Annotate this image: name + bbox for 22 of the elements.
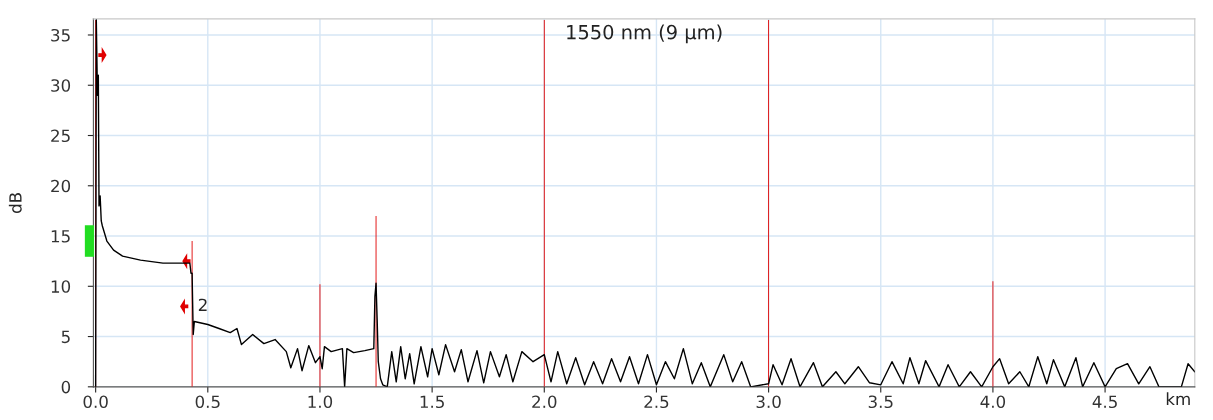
x-tick-label: 2.5	[644, 395, 669, 409]
x-axis-title: km	[1166, 392, 1190, 405]
x-tick-label: 2.0	[532, 395, 557, 409]
x-tick-label: 0.0	[83, 395, 108, 409]
x-tick-label: 3.0	[756, 395, 781, 409]
chart-title: 1550 nm (9 µm)	[567, 24, 722, 44]
x-tick-label: 4.0	[980, 395, 1006, 409]
y-tick-label: 35	[51, 28, 70, 42]
x-tick-label: 1.0	[308, 395, 333, 409]
y-tick-label: 10	[51, 280, 71, 293]
y-tick-label: 20	[51, 179, 71, 193]
y-tick-label: 0	[61, 380, 71, 394]
y-tick-label: 5	[61, 330, 70, 344]
x-tick-label: 3.5	[868, 395, 893, 409]
annotation: 2	[198, 298, 207, 311]
y-axis-title: dB	[8, 193, 22, 213]
x-tick-label: 4.5	[1092, 395, 1117, 409]
x-tick-label: 0.5	[195, 395, 220, 409]
x-tick-label: 1.5	[420, 395, 444, 409]
y-tick-label: 30	[51, 79, 71, 92]
y-tick-label: 15	[51, 230, 70, 243]
y-tick-label: 25	[51, 129, 70, 143]
